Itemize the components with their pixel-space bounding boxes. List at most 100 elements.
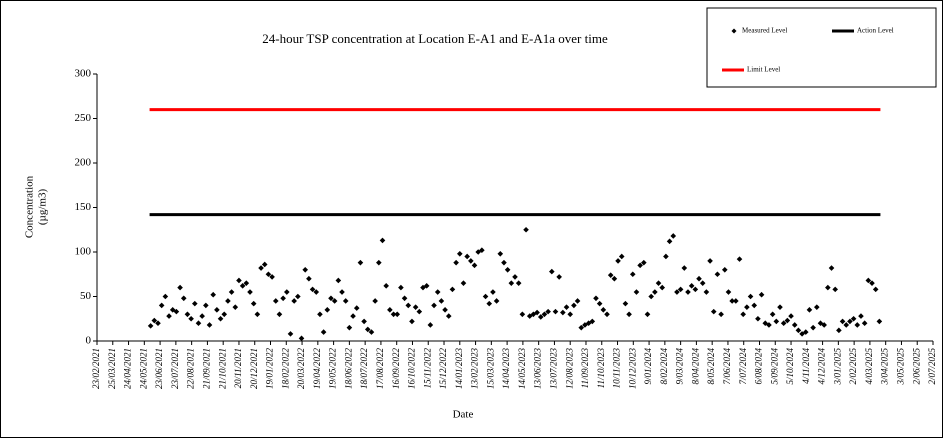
data-point (390, 311, 397, 318)
data-point (685, 289, 691, 295)
data-point (596, 300, 603, 307)
y-tick-label: 0 (86, 335, 92, 347)
data-point (674, 289, 680, 295)
data-point (383, 283, 389, 289)
data-point (795, 327, 802, 334)
data-point (206, 322, 213, 328)
data-point (571, 302, 577, 309)
data-point (556, 274, 562, 280)
x-tick-label: 23/06/2021 (154, 348, 164, 389)
data-point (313, 289, 320, 295)
data-point (324, 307, 331, 313)
x-tick-label: 18/06/2022 (343, 348, 353, 390)
data-point (593, 295, 599, 302)
data-point (563, 304, 570, 310)
x-tick-label: 6/08/2024 (754, 348, 764, 385)
data-point (707, 258, 713, 264)
x-tick-label: 13/06/2023 (533, 348, 543, 390)
data-point (633, 289, 640, 295)
data-point (191, 300, 198, 307)
data-point (806, 307, 813, 313)
data-point (692, 286, 699, 293)
data-point (611, 275, 618, 282)
x-tick-label: 23/07/2021 (170, 348, 180, 389)
data-point (284, 289, 290, 295)
data-point (699, 280, 706, 286)
data-point (652, 289, 658, 295)
x-tick-label: 19/04/2022 (312, 348, 322, 390)
data-point (490, 289, 496, 295)
data-point (376, 259, 382, 266)
data-point (453, 259, 459, 266)
data-point (618, 253, 625, 260)
data-point (464, 253, 470, 260)
data-point (681, 265, 688, 271)
data-point (177, 284, 183, 291)
x-tick-label: 15/03/2023 (485, 348, 495, 390)
data-point (287, 331, 294, 337)
y-tick-label: 50 (80, 290, 92, 302)
data-point (854, 322, 861, 328)
data-point (769, 311, 776, 318)
x-tick-label: 5/09/2024 (769, 348, 779, 385)
x-tick-label: 14/05/2023 (517, 348, 527, 390)
x-tick-label: 12/08/2023 (564, 348, 574, 390)
legend-label: Limit Level (747, 66, 780, 74)
data-point (725, 289, 732, 295)
data-point (364, 326, 371, 333)
data-point (228, 289, 235, 295)
data-point (158, 302, 165, 309)
data-point (295, 293, 301, 300)
data-point (758, 291, 765, 298)
x-axis-label: Date (453, 409, 474, 421)
data-point (780, 320, 787, 326)
data-point (626, 311, 632, 318)
data-point (445, 313, 452, 319)
data-point (431, 302, 437, 309)
x-tick-label: 23/02/2021 (91, 348, 101, 389)
data-point (210, 291, 216, 298)
data-point (471, 262, 478, 269)
data-point (169, 307, 176, 313)
x-tick-label: 2/06/2025 (911, 348, 921, 385)
x-tick-label: 11/10/2023 (596, 348, 606, 389)
data-point (740, 311, 746, 318)
x-tick-label: 16/09/2022 (391, 348, 401, 390)
data-point (677, 286, 684, 293)
data-point (799, 331, 805, 337)
data-point (773, 318, 780, 325)
data-point (361, 318, 367, 325)
data-point (552, 308, 559, 315)
data-point (173, 308, 180, 315)
y-axis-label: (µg/m3) (37, 189, 49, 226)
x-tick-label: 4/11/2024 (801, 348, 811, 384)
data-point (648, 293, 654, 300)
data-point (335, 277, 342, 284)
data-point (869, 280, 875, 286)
data-point (239, 283, 246, 289)
data-point (357, 259, 364, 266)
data-point (405, 302, 412, 309)
data-point (258, 265, 264, 271)
data-point (872, 286, 879, 293)
x-tick-label: 21/10/2021 (217, 348, 227, 389)
data-point (184, 311, 191, 318)
x-tick-label: 3/01/2025 (832, 348, 842, 386)
data-point (497, 250, 504, 257)
data-point (232, 304, 239, 310)
data-point (195, 320, 202, 326)
y-tick-label: 150 (75, 201, 92, 213)
x-tick-label: 9/01/2024 (643, 348, 653, 385)
data-point (733, 298, 739, 304)
data-point (151, 317, 158, 324)
legend-label: Measured Level (742, 27, 787, 35)
data-point (423, 283, 430, 289)
data-point (217, 315, 224, 322)
y-axis-label: Concentration (24, 175, 36, 238)
data-point (449, 286, 456, 293)
x-tick-label: 3/04/2025 (880, 348, 890, 386)
data-point (501, 259, 507, 266)
legend-box (706, 7, 937, 88)
data-point (155, 320, 161, 326)
